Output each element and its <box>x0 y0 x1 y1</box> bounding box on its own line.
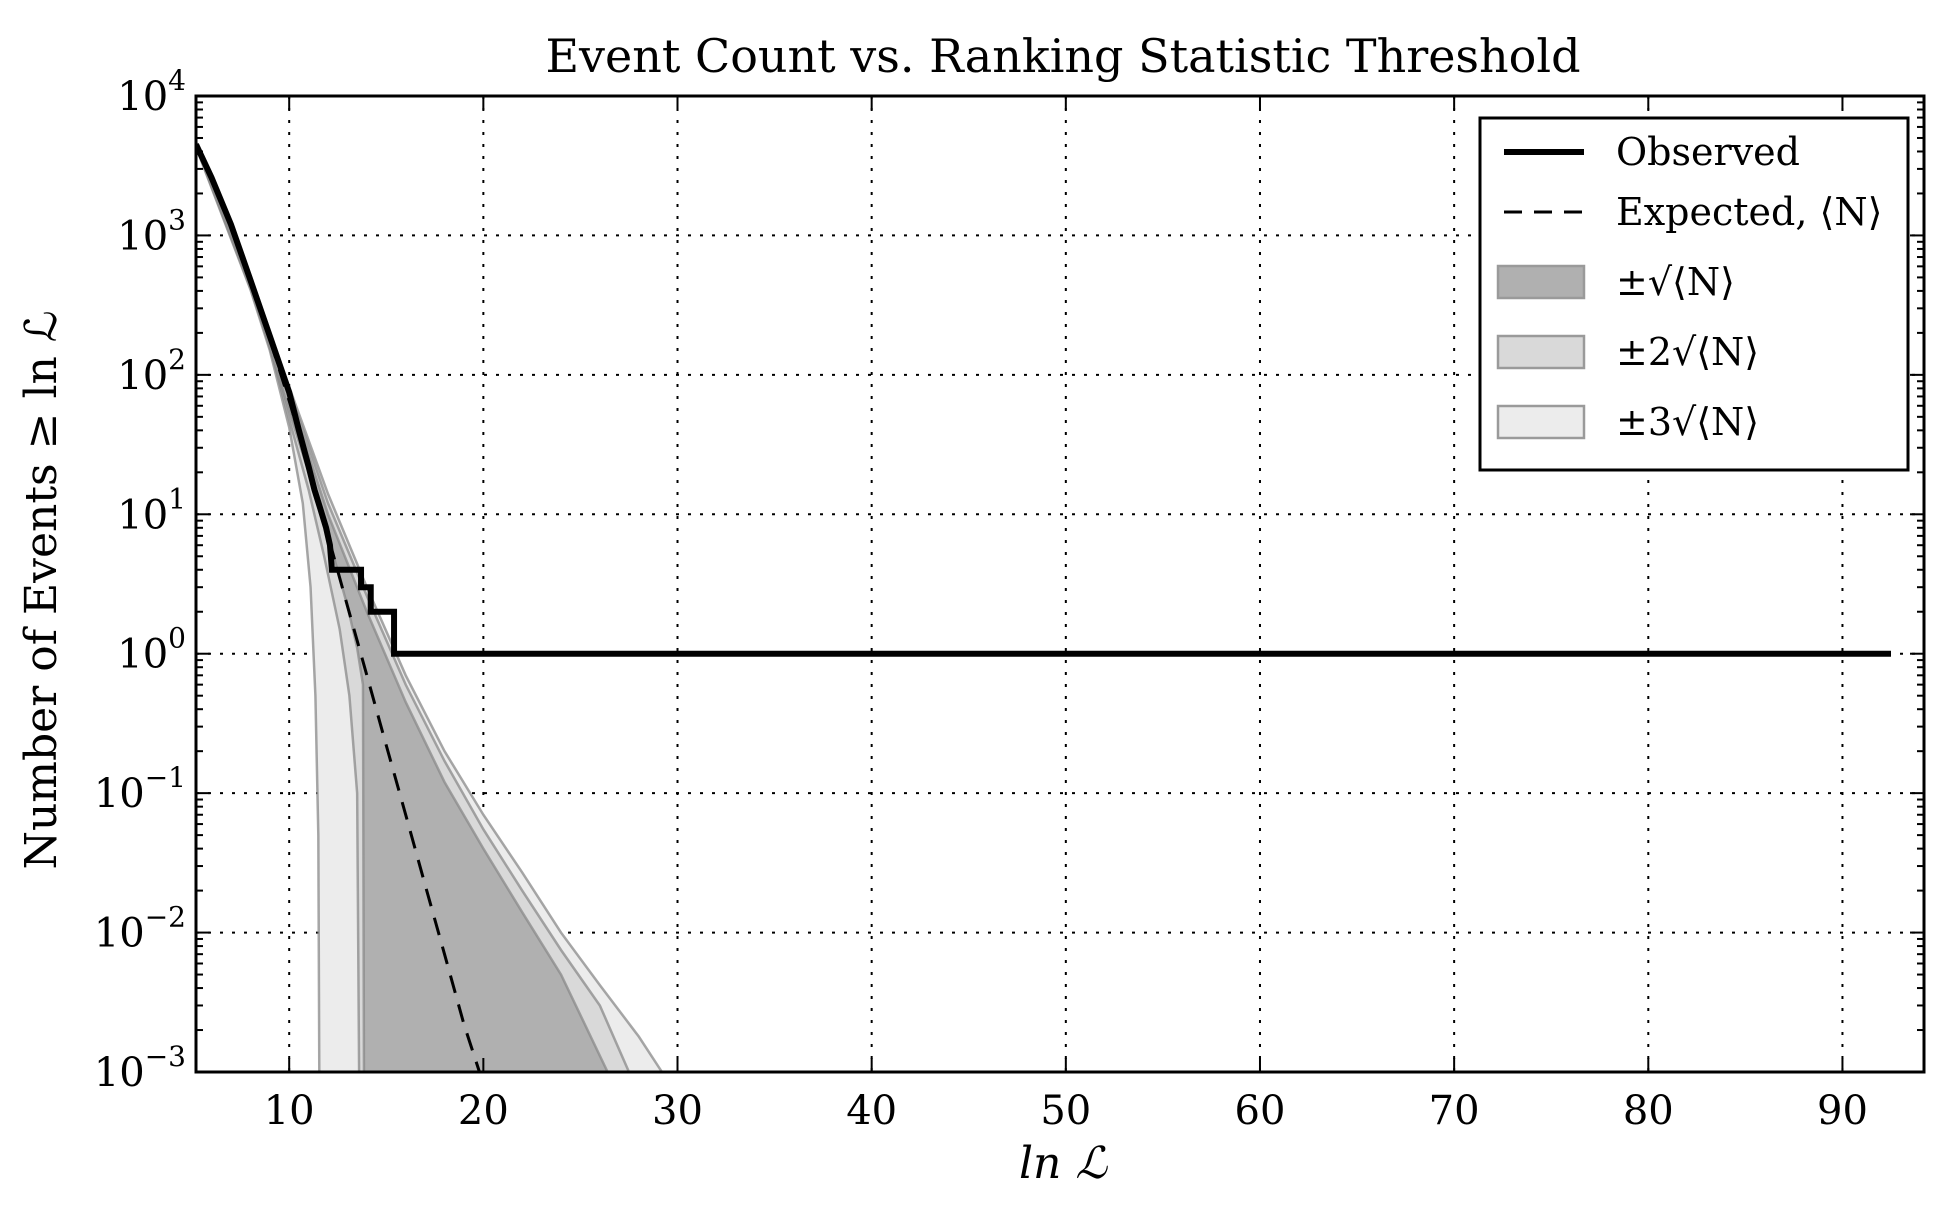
legend-band-3-swatch <box>1496 404 1586 440</box>
series-expected-line <box>196 143 481 1072</box>
x-tick-label-5: 60 <box>1235 1088 1286 1134</box>
y-tick-label-exponent: −1 <box>145 761 186 794</box>
y-tick-label-exponent: 3 <box>168 203 186 236</box>
y-tick-label-exponent: 2 <box>168 343 186 376</box>
y-tick-label-base: 10 <box>117 74 168 120</box>
x-axis-label: ln ℒ <box>1019 1138 1108 1189</box>
y-tick-label-exponent: 0 <box>168 622 186 655</box>
y-tick-label-0: 104 <box>117 64 186 120</box>
y-tick-label-base: 10 <box>94 1050 145 1096</box>
y-tick-label-7: 10−3 <box>94 1040 186 1096</box>
y-tick-label-exponent: 1 <box>168 482 186 515</box>
y-tick-label-base: 10 <box>117 492 168 538</box>
y-tick-label-5: 10−1 <box>94 761 186 817</box>
y-tick-label-base: 10 <box>117 213 168 259</box>
band-3-fill <box>196 143 608 1072</box>
x-tick-label-4: 50 <box>1040 1088 1091 1134</box>
x-tick-label-2: 30 <box>652 1088 703 1134</box>
plot-frame <box>194 94 1926 1074</box>
y-tick-label-1: 103 <box>117 203 186 259</box>
y-tick-label-exponent: −3 <box>145 1040 186 1073</box>
y-tick-label-6: 10−2 <box>94 901 186 957</box>
y-tick-label-exponent: −2 <box>145 901 186 934</box>
y-tick-label-base: 10 <box>94 771 145 817</box>
legend-observed-label: Observed <box>1616 130 1800 174</box>
confidence-bands <box>196 141 664 1072</box>
x-tick-label-6: 70 <box>1429 1088 1480 1134</box>
y-tick-label-4: 100 <box>117 622 186 678</box>
x-tick-label-7: 80 <box>1623 1088 1674 1134</box>
x-tick-label-0: 10 <box>264 1088 315 1134</box>
y-tick-label-exponent: 4 <box>168 64 186 97</box>
legend: Observed Expected, ⟨N⟩ ±√⟨N⟩ ±2√⟨N⟩ ±3√⟨N⟩ <box>1478 116 1910 472</box>
chart-title: Event Count vs. Ranking Statistic Thresh… <box>545 29 1580 83</box>
series-lines <box>196 143 1891 1072</box>
y-tick-label-base: 10 <box>117 632 168 678</box>
axis-ticks <box>196 95 1924 1073</box>
y-tick-label-2: 102 <box>117 343 186 399</box>
x-tick-label-3: 40 <box>846 1088 897 1134</box>
legend-band-3-label: ±3√⟨N⟩ <box>1616 400 1759 444</box>
y-tick-label-base: 10 <box>117 353 168 399</box>
x-tick-label-1: 20 <box>458 1088 509 1134</box>
y-tick-label-3: 101 <box>117 482 186 538</box>
y-axis-label: Number of Events ≥ ln ℒ <box>16 310 67 869</box>
legend-expected-label: Expected, ⟨N⟩ <box>1616 190 1882 234</box>
legend-band-2-label: ±2√⟨N⟩ <box>1616 330 1759 374</box>
y-tick-label-base: 10 <box>94 911 145 957</box>
legend-band-1-label: ±√⟨N⟩ <box>1616 260 1735 304</box>
x-tick-label-8: 90 <box>1817 1088 1868 1134</box>
legend-band-2-swatch <box>1496 334 1586 370</box>
legend-band-1-swatch <box>1496 264 1586 300</box>
